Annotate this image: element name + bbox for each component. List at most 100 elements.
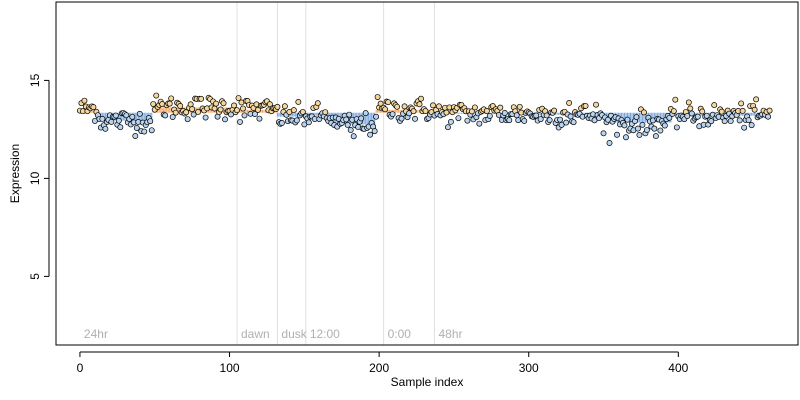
data-point	[213, 100, 220, 107]
data-point	[222, 116, 228, 123]
data-point	[177, 103, 184, 109]
data-point	[295, 99, 302, 105]
data-point	[670, 108, 677, 114]
data-point	[471, 104, 478, 111]
data-point	[189, 106, 196, 113]
data-point	[373, 113, 380, 120]
data-point	[673, 124, 680, 131]
data-point	[748, 122, 755, 129]
x-axis: 0 100 200 300 400	[77, 351, 689, 375]
region-label: 24hr	[84, 327, 108, 341]
data-point	[220, 100, 227, 107]
region-label: 0:00	[388, 327, 412, 341]
y-axis: 5 10 15	[28, 73, 50, 280]
data-point	[661, 122, 668, 129]
data-point	[99, 115, 106, 122]
data-point	[347, 127, 354, 133]
data-point	[217, 106, 224, 113]
data-point	[367, 131, 374, 138]
data-point	[600, 130, 607, 137]
x-tick-label: 100	[220, 361, 240, 375]
data-point	[141, 128, 148, 135]
data-point	[570, 119, 577, 126]
data-point	[551, 107, 558, 114]
data-point	[567, 113, 574, 120]
data-point	[464, 117, 471, 124]
x-tick-label: 200	[369, 361, 389, 375]
data-point	[533, 112, 540, 119]
data-point	[81, 97, 88, 104]
data-point	[657, 127, 664, 134]
data-point	[115, 117, 122, 124]
data-point	[430, 102, 436, 109]
data-point	[546, 117, 553, 124]
data-point	[614, 131, 620, 138]
data-point	[147, 118, 154, 125]
data-point	[255, 106, 261, 113]
data-point	[102, 125, 109, 132]
data-point	[148, 127, 155, 134]
data-point	[346, 111, 353, 118]
data-point	[582, 102, 589, 109]
data-point	[468, 108, 475, 115]
data-point	[412, 115, 418, 122]
data-point	[237, 118, 243, 125]
data-point	[389, 111, 396, 118]
data-point	[703, 112, 710, 119]
data-point	[136, 110, 143, 117]
region-label: dusk	[281, 327, 307, 341]
data-point	[666, 114, 673, 121]
data-point	[557, 116, 564, 123]
data-point	[234, 107, 240, 114]
data-point	[455, 115, 462, 122]
data-point	[563, 119, 570, 126]
data-point	[211, 105, 218, 112]
data-point	[252, 111, 258, 117]
data-point	[640, 109, 647, 116]
data-point	[195, 109, 202, 115]
data-point	[741, 124, 748, 131]
data-point	[241, 112, 248, 119]
x-axis-label: Sample index	[391, 375, 464, 389]
data-point	[736, 117, 743, 124]
data-point	[344, 121, 351, 128]
data-point	[483, 108, 490, 114]
data-point	[90, 104, 97, 111]
data-point	[501, 110, 508, 116]
data-point	[240, 105, 246, 112]
data-point	[739, 107, 746, 114]
data-point	[150, 101, 157, 108]
data-point	[537, 116, 544, 123]
data-point	[153, 92, 160, 99]
data-point	[699, 108, 706, 115]
data-point	[305, 119, 312, 126]
data-point	[293, 117, 300, 124]
data-point	[543, 112, 550, 119]
data-point	[343, 116, 350, 123]
data-point	[672, 96, 679, 103]
data-point	[652, 133, 659, 140]
data-point	[558, 121, 565, 128]
data-point	[624, 116, 631, 123]
region-label: dawn	[241, 327, 270, 341]
data-point	[183, 109, 190, 116]
data-point	[765, 113, 772, 120]
data-point	[190, 111, 197, 118]
region-lines	[236, 2, 435, 345]
data-points	[76, 92, 773, 146]
region-label: 12:00	[310, 327, 340, 341]
data-point	[132, 133, 139, 139]
data-point	[202, 114, 209, 121]
data-point	[436, 103, 442, 110]
data-point	[374, 94, 381, 100]
data-point	[394, 103, 401, 110]
data-point	[123, 112, 130, 119]
data-point	[566, 99, 573, 106]
data-point	[633, 114, 640, 121]
data-point	[593, 101, 599, 108]
data-point	[187, 101, 194, 108]
data-point	[133, 125, 140, 131]
data-point	[166, 100, 173, 107]
data-point	[129, 113, 136, 120]
data-point	[738, 100, 745, 107]
